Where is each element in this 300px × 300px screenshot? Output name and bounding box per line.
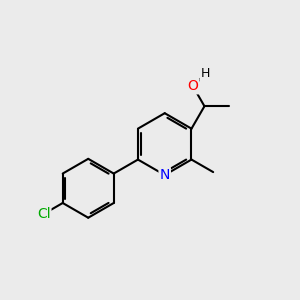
Text: O: O xyxy=(188,79,198,93)
Text: N: N xyxy=(160,168,170,182)
Text: H: H xyxy=(201,67,210,80)
Text: Cl: Cl xyxy=(37,207,50,221)
